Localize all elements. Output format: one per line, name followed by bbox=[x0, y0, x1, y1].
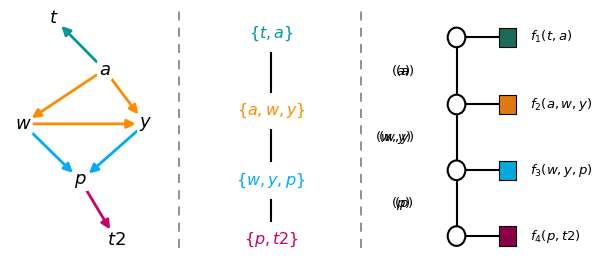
Text: $(a)$: $(a)$ bbox=[395, 63, 414, 78]
Text: $p$: $p$ bbox=[74, 172, 87, 190]
Text: $f_2(a,w,y)$: $f_2(a,w,y)$ bbox=[530, 96, 593, 113]
Text: $\{w, y, p\}$: $\{w, y, p\}$ bbox=[237, 171, 306, 190]
Text: $f_3(w,y,p)$: $f_3(w,y,p)$ bbox=[530, 162, 593, 179]
Bar bbox=[499, 227, 516, 246]
Text: $(p)$: $(p)$ bbox=[391, 195, 411, 212]
Text: $y$: $y$ bbox=[139, 115, 152, 133]
Text: $f_1(t,a)$: $f_1(t,a)$ bbox=[530, 29, 573, 45]
Bar bbox=[499, 95, 516, 114]
Bar bbox=[499, 28, 516, 47]
Text: $\{t, a\}$: $\{t, a\}$ bbox=[249, 24, 293, 43]
Circle shape bbox=[448, 160, 465, 180]
Text: $(w,y)$: $(w,y)$ bbox=[378, 129, 414, 146]
Text: $\{a, w, y\}$: $\{a, w, y\}$ bbox=[237, 102, 306, 120]
Text: $(p)$: $(p)$ bbox=[395, 195, 414, 212]
Text: $\{p, t2\}$: $\{p, t2\}$ bbox=[244, 231, 299, 249]
Text: $a$: $a$ bbox=[98, 61, 110, 79]
Circle shape bbox=[448, 28, 465, 47]
Text: $w$: $w$ bbox=[14, 115, 32, 133]
Circle shape bbox=[448, 226, 465, 246]
Text: $(a)$: $(a)$ bbox=[391, 63, 411, 78]
Bar bbox=[499, 160, 516, 180]
Text: $t$: $t$ bbox=[49, 9, 58, 27]
Text: $t2$: $t2$ bbox=[107, 231, 126, 249]
Text: $(w, y)$: $(w, y)$ bbox=[375, 129, 412, 146]
Circle shape bbox=[448, 95, 465, 114]
Text: $f_4(p,t2)$: $f_4(p,t2)$ bbox=[530, 228, 581, 245]
